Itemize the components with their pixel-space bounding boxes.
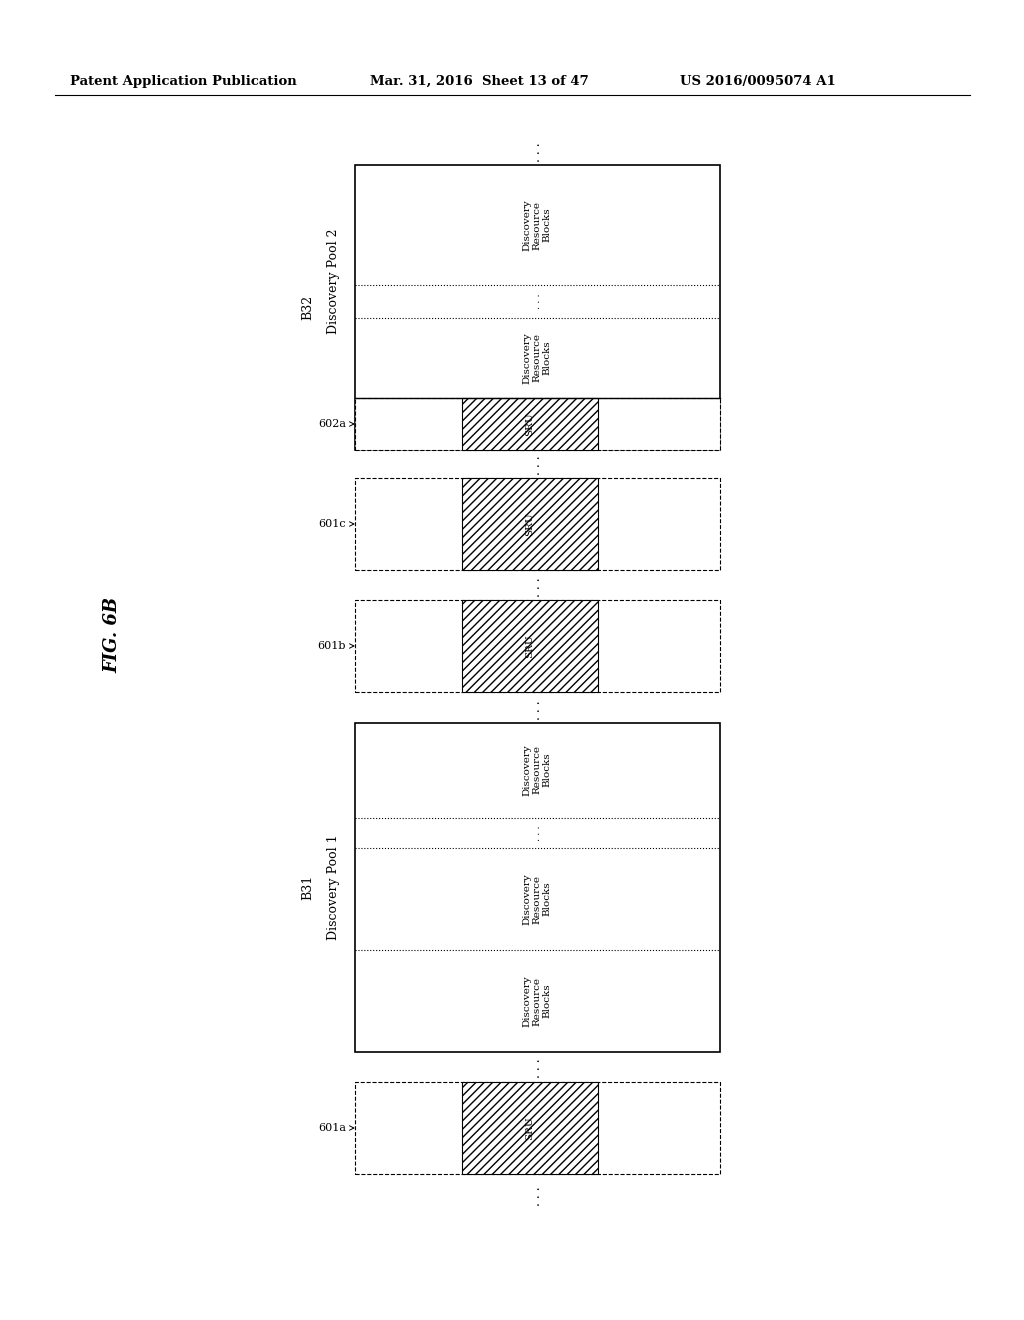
Text: 602a: 602a [318,418,346,429]
Text: Patent Application Publication: Patent Application Publication [70,75,297,88]
Text: Discovery Pool 1: Discovery Pool 1 [327,834,340,940]
Text: Mar. 31, 2016  Sheet 13 of 47: Mar. 31, 2016 Sheet 13 of 47 [370,75,589,88]
Text: Discovery
Resource
Blocks: Discovery Resource Blocks [522,744,552,796]
Text: B32: B32 [301,294,314,319]
Text: FIG. 6B: FIG. 6B [103,597,121,673]
Text: SRU: SRU [525,634,535,657]
Bar [462,601,598,692]
Text: . . .: . . . [532,293,542,309]
Bar [355,601,720,692]
Text: . . .: . . . [530,700,544,719]
Text: . . .: . . . [530,455,544,475]
Text: Discovery
Resource
Blocks: Discovery Resource Blocks [522,873,552,925]
Text: Discovery
Resource
Blocks: Discovery Resource Blocks [522,975,552,1027]
Bar [355,165,720,450]
Text: Discovery
Resource
Blocks: Discovery Resource Blocks [522,199,552,251]
Text: B31: B31 [301,874,314,900]
Text: . . .: . . . [532,825,542,841]
Text: . . .: . . . [530,1187,544,1205]
Text: US 2016/0095074 A1: US 2016/0095074 A1 [680,75,836,88]
Bar [462,399,598,450]
Text: 601b: 601b [317,642,346,651]
Text: Discovery Pool 2: Discovery Pool 2 [327,228,340,334]
Text: SRU: SRU [525,512,535,536]
Text: 601c: 601c [318,519,346,529]
Text: Discovery
Resource
Blocks: Discovery Resource Blocks [522,333,552,384]
Text: 601a: 601a [318,1123,346,1133]
Bar [355,399,720,450]
Bar [462,1082,598,1173]
Text: SRU: SRU [525,412,535,436]
Text: . . .: . . . [530,1059,544,1078]
Bar [355,723,720,1052]
Text: . . .: . . . [530,143,544,162]
Bar [355,1082,720,1173]
Text: . . .: . . . [530,577,544,597]
Bar [462,478,598,570]
Bar [355,478,720,570]
Text: SRU: SRU [525,1117,535,1139]
